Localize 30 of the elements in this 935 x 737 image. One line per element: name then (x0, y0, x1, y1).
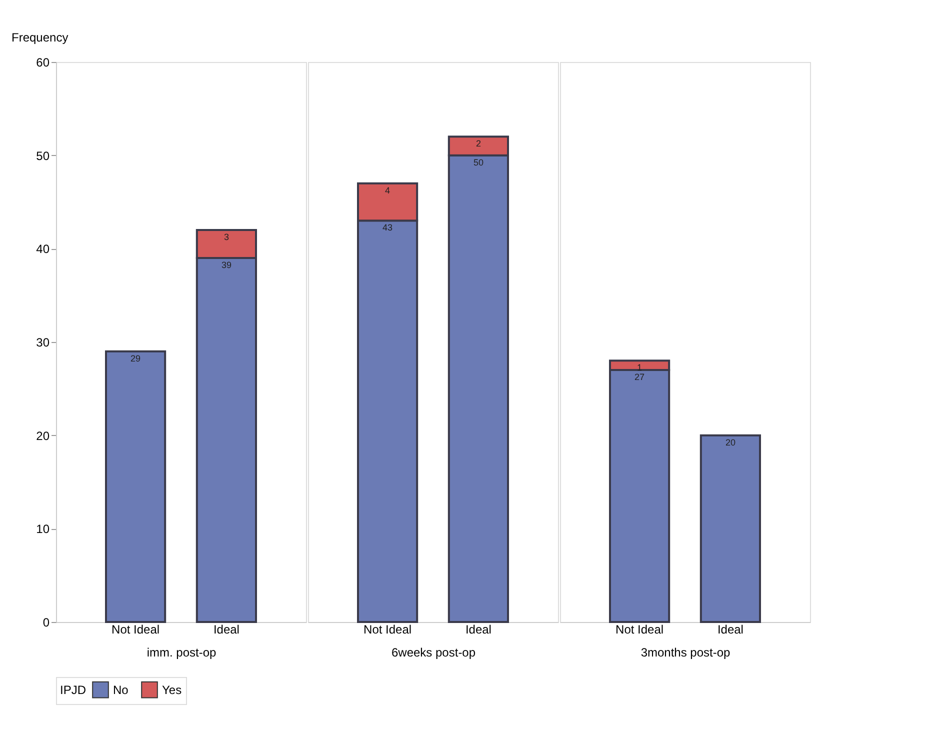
legend-title: IPJD (60, 683, 86, 697)
x-axis-title: 6weeks post-op (391, 646, 476, 660)
x-tick-label: Not Ideal (616, 622, 664, 636)
y-tick-label: 20 (36, 428, 50, 443)
data-label: 29 (130, 353, 141, 364)
legend-label: Yes (162, 682, 182, 697)
x-tick-label: Ideal (717, 622, 744, 636)
legend-label: No (113, 682, 129, 697)
data-label: 20 (725, 437, 736, 448)
x-tick-label: Ideal (213, 622, 240, 636)
x-axis-title: imm. post-op (146, 646, 216, 660)
x-tick-label: Not Ideal (112, 622, 160, 636)
bar (105, 350, 166, 623)
data-label: 3 (224, 232, 229, 242)
y-tick-label: 10 (36, 522, 50, 536)
x-axis-title: 3months post-op (640, 646, 731, 660)
y-tick-label: 0 (42, 616, 50, 630)
data-label: 39 (221, 260, 232, 270)
y-axis-title: Frequency (12, 30, 68, 44)
data-label: 27 (634, 372, 645, 382)
y-tick-label: 60 (36, 56, 50, 70)
data-label: 43 (382, 222, 393, 233)
data-label: 2 (476, 138, 481, 149)
x-tick-label: Not Ideal (364, 622, 412, 636)
y-tick-label: 50 (36, 148, 50, 163)
data-label: 4 (385, 185, 390, 196)
y-tick-label: 30 (36, 336, 50, 350)
data-label: 50 (473, 157, 484, 168)
x-tick-label: Ideal (465, 622, 492, 636)
y-tick-label: 40 (36, 242, 50, 256)
